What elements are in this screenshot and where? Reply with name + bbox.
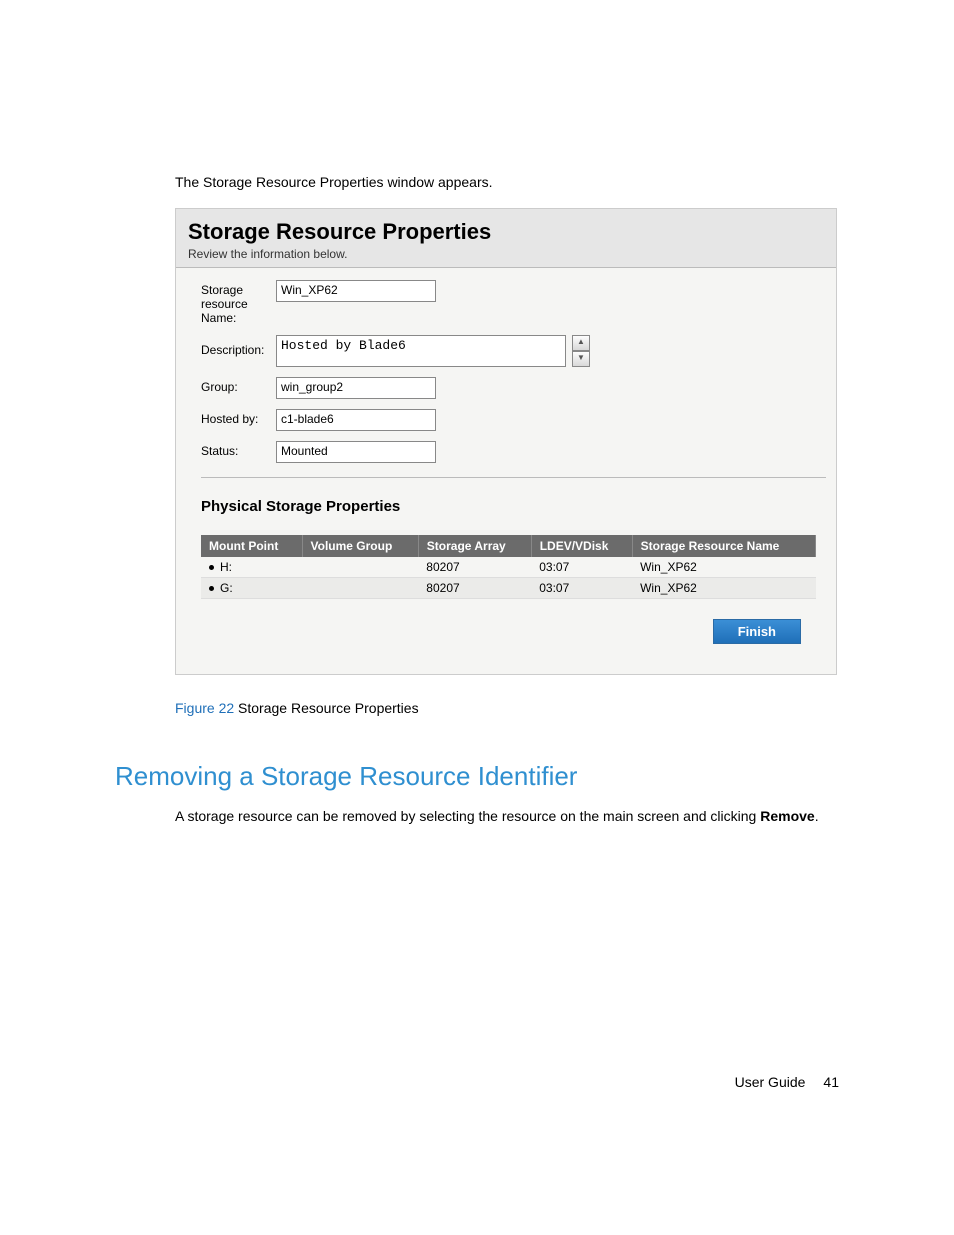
- cell-array: 80207: [418, 578, 531, 599]
- name-label: Storage resource Name:: [201, 280, 276, 325]
- finish-button[interactable]: Finish: [713, 619, 801, 644]
- remove-keyword: Remove: [760, 808, 814, 824]
- cell-vg: [302, 578, 418, 599]
- col-volume-group: Volume Group: [302, 535, 418, 557]
- form-row-name: Storage resource Name: Win_XP62: [201, 280, 826, 325]
- cell-array: 80207: [418, 557, 531, 578]
- group-input[interactable]: win_group2: [276, 377, 436, 399]
- form-row-status: Status: Mounted: [201, 441, 826, 463]
- form-row-hostedby: Hosted by: c1-blade6: [201, 409, 826, 431]
- divider: [201, 477, 826, 478]
- table-header-row: Mount Point Volume Group Storage Array L…: [201, 535, 816, 557]
- figure-number: Figure 22: [175, 700, 234, 716]
- table-row[interactable]: G: 80207 03:07 Win_XP62: [201, 578, 816, 599]
- cell-ldev: 03:07: [531, 557, 632, 578]
- description-textarea[interactable]: Hosted by Blade6: [276, 335, 566, 367]
- body-paragraph: A storage resource can be removed by sel…: [175, 807, 839, 826]
- scroll-down-icon[interactable]: ▼: [572, 351, 590, 367]
- cell-ldev: 03:07: [531, 578, 632, 599]
- body-pre: A storage resource can be removed by sel…: [175, 808, 760, 824]
- cell-vg: [302, 557, 418, 578]
- cell-name: Win_XP62: [632, 578, 815, 599]
- scroll-arrows: ▲ ▼: [572, 335, 590, 367]
- page-footer: User Guide 41: [735, 1074, 839, 1090]
- dialog-subtitle: Review the information below.: [176, 247, 836, 268]
- group-label: Group:: [201, 377, 276, 394]
- button-row: Finish: [201, 619, 801, 644]
- col-mount-point: Mount Point: [201, 535, 302, 557]
- dialog-title: Storage Resource Properties: [176, 209, 836, 247]
- hostedby-label: Hosted by:: [201, 409, 276, 426]
- physical-properties-heading: Physical Storage Properties: [201, 498, 826, 515]
- figure-caption: Figure 22 Storage Resource Properties: [175, 700, 839, 716]
- footer-doc-title: User Guide: [735, 1074, 806, 1090]
- description-label: Description:: [201, 335, 276, 357]
- dialog-body: Storage resource Name: Win_XP62 Descript…: [176, 268, 836, 674]
- cell-name: Win_XP62: [632, 557, 815, 578]
- screenshot-panel: Storage Resource Properties Review the i…: [175, 208, 837, 675]
- status-input[interactable]: Mounted: [276, 441, 436, 463]
- bullet-icon: [209, 565, 214, 570]
- cell-mount: H:: [220, 560, 232, 574]
- section-heading: Removing a Storage Resource Identifier: [115, 761, 839, 792]
- body-post: .: [815, 808, 819, 824]
- col-ldev-vdisk: LDEV/VDisk: [531, 535, 632, 557]
- cell-mount: G:: [220, 581, 233, 595]
- hostedby-input[interactable]: c1-blade6: [276, 409, 436, 431]
- col-storage-array: Storage Array: [418, 535, 531, 557]
- table-row[interactable]: H: 80207 03:07 Win_XP62: [201, 557, 816, 578]
- name-input[interactable]: Win_XP62: [276, 280, 436, 302]
- footer-page-number: 41: [823, 1074, 839, 1090]
- document-page: The Storage Resource Properties window a…: [0, 0, 954, 826]
- form-row-group: Group: win_group2: [201, 377, 826, 399]
- col-resource-name: Storage Resource Name: [632, 535, 815, 557]
- intro-paragraph: The Storage Resource Properties window a…: [175, 174, 839, 190]
- status-label: Status:: [201, 441, 276, 458]
- bullet-icon: [209, 586, 214, 591]
- form-row-description: Description: Hosted by Blade6 ▲ ▼: [201, 335, 826, 367]
- scroll-up-icon[interactable]: ▲: [572, 335, 590, 351]
- physical-properties-table: Mount Point Volume Group Storage Array L…: [201, 535, 816, 599]
- figure-text: Storage Resource Properties: [234, 700, 418, 716]
